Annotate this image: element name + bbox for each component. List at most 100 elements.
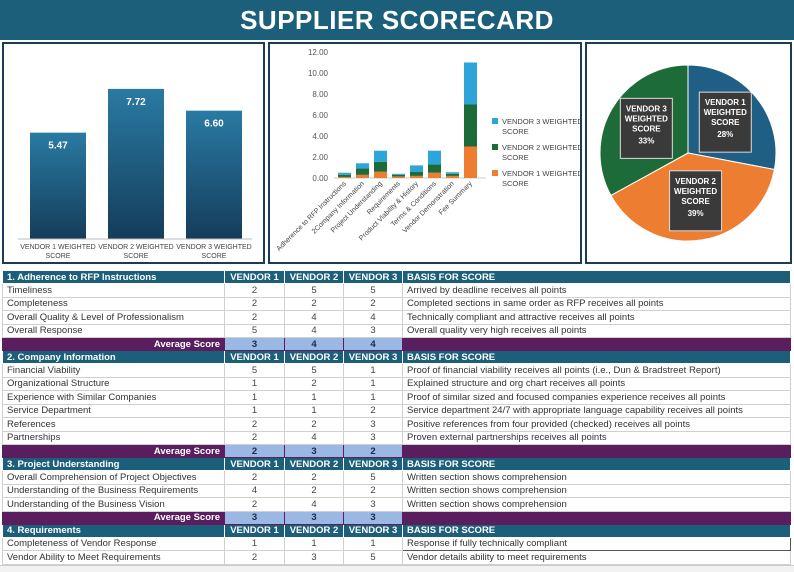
basis-cell[interactable]: Proof of similar sized and focused compa… xyxy=(402,390,791,405)
stacked-bar-segment[interactable] xyxy=(446,172,459,174)
stacked-bar-segment[interactable] xyxy=(410,175,423,178)
vendor-score-cell[interactable]: 4 xyxy=(284,497,344,512)
stacked-bar-segment[interactable] xyxy=(464,104,477,147)
basis-cell[interactable]: Explained structure and org chart receiv… xyxy=(402,376,791,391)
stacked-bar-segment[interactable] xyxy=(374,150,387,162)
average-score-cell[interactable]: 4 xyxy=(343,337,403,351)
vendor-score-cell[interactable]: 1 xyxy=(224,376,285,391)
average-score-cell[interactable]: 3 xyxy=(343,510,403,525)
stacked-bar-segment[interactable] xyxy=(338,176,351,178)
vendor-score-cell[interactable]: 3 xyxy=(284,550,344,565)
vendor-score-cell[interactable]: 3 xyxy=(343,430,403,445)
stacked-bar-segment[interactable] xyxy=(428,164,441,173)
category-stacked-bar-chart[interactable]: 0.00 2.00 4.00 6.00 8.00 10.00 12.00 Adherence … xyxy=(268,42,583,264)
bar-vendor-1[interactable] xyxy=(30,132,86,239)
vendor-score-cell[interactable]: 2 xyxy=(224,497,285,512)
vendor-score-cell[interactable]: 4 xyxy=(284,430,344,445)
vendor-score-cell[interactable]: 5 xyxy=(343,550,403,565)
vendor-score-cell[interactable]: 1 xyxy=(343,536,403,551)
stacked-bar-segment[interactable] xyxy=(374,171,387,178)
vendor-score-cell[interactable]: 2 xyxy=(224,296,285,311)
basis-cell[interactable]: Written section shows comprehension xyxy=(402,497,791,512)
basis-cell[interactable]: Proof of financial viability receives al… xyxy=(402,363,791,378)
vendor-score-cell[interactable]: 3 xyxy=(343,497,403,512)
stacked-bar-segment[interactable] xyxy=(446,175,459,178)
basis-cell[interactable]: Overall quality very high receives all p… xyxy=(402,323,791,338)
average-score-cell[interactable]: 4 xyxy=(284,337,344,351)
vendor-score-cell[interactable]: 4 xyxy=(284,323,344,338)
vendor-score-cell[interactable]: 2 xyxy=(224,283,285,298)
basis-cell[interactable]: Technically compliant and attractive rec… xyxy=(402,310,791,325)
basis-cell[interactable]: Completed sections in same order as RFP … xyxy=(402,296,791,311)
stacked-bar-segment[interactable] xyxy=(410,171,423,176)
vendor-score-cell[interactable]: 4 xyxy=(224,483,285,498)
vendor-score-cell[interactable]: 1 xyxy=(343,376,403,391)
vendor-score-cell[interactable]: 2 xyxy=(343,483,403,498)
stacked-bar-segment[interactable] xyxy=(356,163,369,169)
vendor-score-cell[interactable]: 5 xyxy=(343,470,403,485)
vendor-score-cell[interactable]: 1 xyxy=(284,403,344,418)
average-score-cell[interactable]: 2 xyxy=(224,444,285,458)
stacked-bar-segment[interactable] xyxy=(446,173,459,176)
stacked-bar-segment[interactable] xyxy=(464,62,477,105)
stacked-bar-segment[interactable] xyxy=(428,150,441,165)
vendor-score-cell[interactable]: 1 xyxy=(224,536,285,551)
vendor-score-cell[interactable]: 1 xyxy=(224,403,285,418)
stacked-bar-segment[interactable] xyxy=(392,174,405,177)
stacked-bar-segment[interactable] xyxy=(392,173,405,175)
basis-cell[interactable]: Positive references from four provided (… xyxy=(402,417,791,432)
weighted-score-bar-chart[interactable]: 5.47 VENDOR 1 WEIGHTED SCORE 7.72 VENDOR 2 W… xyxy=(2,42,265,264)
vendor-score-cell[interactable]: 2 xyxy=(284,483,344,498)
vendor-score-cell[interactable]: 5 xyxy=(284,283,344,298)
basis-cell[interactable]: Vendor details ability to meet requireme… xyxy=(402,550,791,565)
basis-cell[interactable]: Arrived by deadline receives all points xyxy=(402,283,791,298)
average-score-cell[interactable]: 3 xyxy=(224,337,285,351)
average-score-cell[interactable]: 2 xyxy=(343,444,403,458)
vendor-score-cell[interactable]: 2 xyxy=(224,417,285,432)
weighted-score-pie-chart[interactable]: VENDOR 1 WEIGHTED SCORE 28% VENDOR 2 WEIGHTED… xyxy=(585,42,792,264)
stacked-bar-segment[interactable] xyxy=(410,165,423,172)
sheet-tab-strip[interactable] xyxy=(0,565,794,572)
vendor-score-cell[interactable]: 2 xyxy=(224,430,285,445)
vendor-score-cell[interactable]: 1 xyxy=(343,363,403,378)
vendor-score-cell[interactable]: 1 xyxy=(284,536,344,551)
vendor-score-cell[interactable]: 5 xyxy=(343,283,403,298)
average-score-cell[interactable]: 3 xyxy=(224,510,285,525)
vendor-score-cell[interactable]: 2 xyxy=(284,296,344,311)
vendor-score-cell[interactable]: 5 xyxy=(224,363,285,378)
vendor-score-cell[interactable]: 2 xyxy=(284,470,344,485)
vendor-score-cell[interactable]: 5 xyxy=(284,363,344,378)
basis-cell[interactable]: Response if fully technically compliant xyxy=(402,536,791,551)
vendor-score-cell[interactable]: 3 xyxy=(343,323,403,338)
average-score-cell[interactable]: 3 xyxy=(284,444,344,458)
bar-vendor-3[interactable] xyxy=(186,110,242,240)
stacked-bar-segment[interactable] xyxy=(464,146,477,179)
bar-vendor-2[interactable] xyxy=(108,88,164,239)
vendor-score-cell[interactable]: 2 xyxy=(224,550,285,565)
basis-cell[interactable]: Written section shows comprehension xyxy=(402,470,791,485)
stacked-bar-segment[interactable] xyxy=(338,172,351,175)
vendor-score-cell[interactable]: 2 xyxy=(343,296,403,311)
vendor-score-cell[interactable]: 2 xyxy=(224,310,285,325)
stacked-bar-segment[interactable] xyxy=(356,174,369,178)
stacked-bar-segment[interactable] xyxy=(392,176,405,178)
average-score-cell[interactable]: 3 xyxy=(284,510,344,525)
basis-cell[interactable]: Written section shows comprehension xyxy=(402,483,791,498)
stacked-bar-segment[interactable] xyxy=(374,161,387,172)
basis-cell[interactable]: Proven external partnerships receives al… xyxy=(402,430,791,445)
basis-cell[interactable]: Service department 24/7 with appropriate… xyxy=(402,403,791,418)
stacked-bar-segment[interactable] xyxy=(356,168,369,175)
stacked-bar-segment[interactable] xyxy=(428,172,441,178)
vendor-score-cell[interactable]: 4 xyxy=(284,310,344,325)
vendor-score-cell[interactable]: 1 xyxy=(224,390,285,405)
vendor-score-cell[interactable]: 3 xyxy=(343,417,403,432)
vendor-score-cell[interactable]: 2 xyxy=(284,417,344,432)
stacked-bar-segment[interactable] xyxy=(338,174,351,177)
vendor-score-cell[interactable]: 4 xyxy=(343,310,403,325)
vendor-score-cell[interactable]: 2 xyxy=(343,403,403,418)
vendor-score-cell[interactable]: 2 xyxy=(224,470,285,485)
vendor-score-cell[interactable]: 1 xyxy=(343,390,403,405)
vendor-score-cell[interactable]: 5 xyxy=(224,323,285,338)
vendor-score-cell[interactable]: 2 xyxy=(284,376,344,391)
vendor-score-cell[interactable]: 1 xyxy=(284,390,344,405)
